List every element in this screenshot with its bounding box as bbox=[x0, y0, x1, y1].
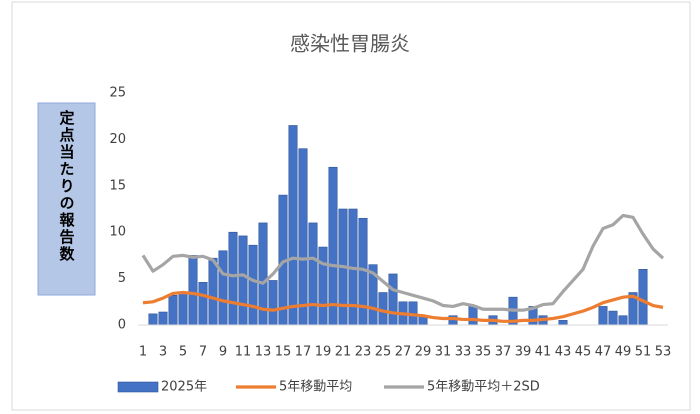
bar bbox=[308, 222, 318, 326]
bar bbox=[328, 166, 338, 326]
y-tick-label: 25 bbox=[109, 86, 126, 101]
line bbox=[142, 290, 664, 323]
bar bbox=[208, 257, 218, 326]
bar bbox=[178, 292, 188, 326]
bar bbox=[188, 255, 198, 326]
bar bbox=[388, 273, 398, 326]
x-tick-label: 1 bbox=[139, 345, 147, 360]
x-tick-label: 27 bbox=[395, 345, 412, 360]
bar bbox=[598, 306, 608, 326]
x-tick-label: 23 bbox=[355, 345, 372, 360]
chart-frame bbox=[11, 1, 691, 411]
chart-title: 感染性胃腸炎 bbox=[290, 32, 410, 56]
x-tick-label: 51 bbox=[635, 345, 652, 360]
bar bbox=[148, 313, 158, 326]
x-tick-label: 17 bbox=[295, 345, 312, 360]
x-tick-label: 41 bbox=[535, 345, 552, 360]
bar bbox=[638, 269, 648, 326]
bar bbox=[218, 250, 228, 326]
bar bbox=[318, 246, 328, 326]
x-tick-label: 25 bbox=[375, 345, 392, 360]
x-tick-label: 11 bbox=[235, 345, 252, 360]
legend-label: 5年移動平均＋2SD bbox=[427, 380, 540, 395]
x-tick-label: 53 bbox=[655, 345, 672, 360]
bar bbox=[608, 310, 618, 326]
bar bbox=[158, 311, 168, 326]
bar bbox=[228, 231, 238, 326]
legend-label: 2025年 bbox=[161, 380, 207, 395]
x-tick-label: 43 bbox=[555, 345, 572, 360]
x-tick-label: 29 bbox=[415, 345, 432, 360]
bar bbox=[558, 320, 568, 326]
y-tick-label: 15 bbox=[109, 178, 126, 193]
x-tick-label: 5 bbox=[179, 345, 187, 360]
line bbox=[141, 213, 665, 312]
x-tick-label: 45 bbox=[575, 345, 592, 360]
x-tick-label: 9 bbox=[219, 345, 227, 360]
x-tick-label: 13 bbox=[255, 345, 272, 360]
x-tick-label: 35 bbox=[475, 345, 492, 360]
x-tick-label: 3 bbox=[159, 345, 167, 360]
y-axis-label: 定点当たりの報告数 bbox=[58, 109, 76, 263]
legend-label: 5年移動平均 bbox=[279, 380, 352, 395]
bar bbox=[168, 295, 178, 326]
bar bbox=[198, 282, 208, 326]
bar bbox=[468, 306, 478, 326]
x-tick-label: 47 bbox=[595, 345, 612, 360]
x-tick-label: 19 bbox=[315, 345, 332, 360]
bar bbox=[288, 125, 298, 326]
y-tick-label: 20 bbox=[109, 132, 126, 147]
bar bbox=[268, 280, 278, 326]
x-tick-label: 31 bbox=[435, 345, 452, 360]
x-tick-label: 21 bbox=[335, 345, 352, 360]
x-tick-label: 49 bbox=[615, 345, 632, 360]
x-tick-label: 7 bbox=[199, 345, 207, 360]
bar bbox=[618, 315, 628, 326]
y-tick-label: 5 bbox=[118, 271, 126, 286]
x-tick-label: 37 bbox=[495, 345, 512, 360]
x-tick-label: 33 bbox=[455, 345, 472, 360]
y-label-box bbox=[37, 102, 96, 296]
bar bbox=[298, 148, 308, 326]
y-tick-label: 10 bbox=[109, 225, 126, 240]
bar bbox=[238, 235, 248, 326]
legend-swatch bbox=[117, 381, 159, 393]
x-tick-label: 15 bbox=[275, 345, 292, 360]
x-tick-label: 39 bbox=[515, 345, 532, 360]
y-tick-label: 0 bbox=[118, 318, 126, 333]
bar bbox=[248, 244, 258, 326]
